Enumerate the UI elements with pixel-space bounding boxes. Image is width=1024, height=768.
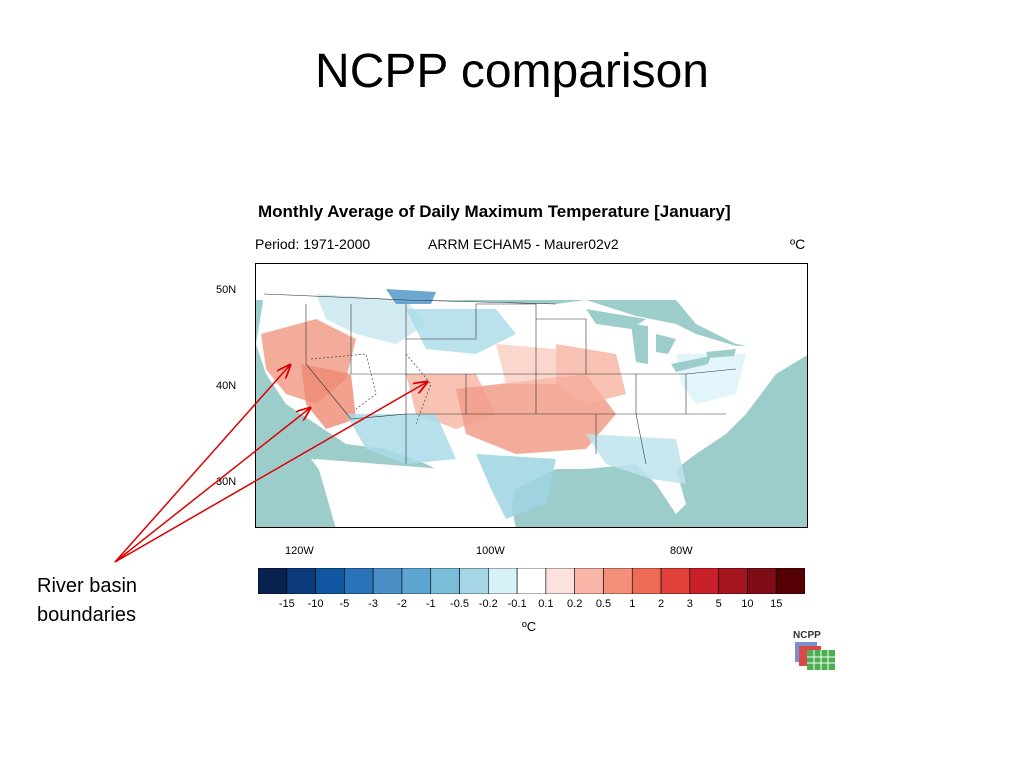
colorbar-swatch	[718, 568, 748, 594]
map-panel	[255, 263, 808, 528]
lon-label-80w: 80W	[670, 545, 693, 557]
logo-grid-icon	[795, 642, 835, 670]
colorbar-swatch	[545, 568, 575, 594]
colorbar-swatch	[286, 568, 316, 594]
colorbar-swatch	[258, 568, 288, 594]
colorbar-swatch	[372, 568, 403, 594]
colorbar-swatch	[488, 568, 518, 594]
annotation-line-2: boundaries	[37, 604, 136, 626]
annotation-arrow	[114, 365, 290, 563]
logo-text: NCPP	[793, 630, 821, 641]
canada-landmass	[256, 264, 807, 300]
great-lakes	[586, 309, 736, 372]
colorbar-tick-label: 1	[629, 598, 636, 610]
colorbar-swatch	[775, 568, 805, 594]
canada-east-landmass	[676, 284, 807, 354]
map-title: Monthly Average of Daily Maximum Tempera…	[258, 202, 731, 221]
lat-label-50n: 50N	[216, 284, 237, 296]
colorbar-swatch	[631, 568, 662, 594]
colorbar-swatch	[516, 568, 547, 594]
colorbar-tick-label: -1	[425, 598, 436, 610]
colorbar-swatch	[747, 568, 777, 594]
slide-title: NCPP comparison	[315, 45, 709, 98]
lat-label-40n: 40N	[216, 380, 237, 392]
lon-label-100w: 100W	[476, 545, 505, 557]
colorbar-swatch	[660, 568, 691, 594]
colorbar-swatch	[689, 568, 719, 594]
colorbar-tick-label: 0.2	[567, 598, 583, 610]
colorbar-tick-label: 15	[770, 598, 783, 610]
colorbar-tick-label: -5	[339, 598, 350, 610]
colorbar-tick-label: -2	[397, 598, 407, 610]
map-unit-label: ºC	[790, 236, 806, 252]
colorbar-tick-label: 0.1	[538, 598, 554, 610]
colorbar-unit: ºC	[522, 619, 537, 634]
colorbar-tick-label: -0.2	[478, 598, 498, 610]
lon-label-120w: 120W	[285, 545, 314, 557]
colorbar-tick-label: 5	[715, 598, 722, 610]
annotation-text: River basin boundaries	[37, 572, 137, 630]
colorbar-swatch	[344, 568, 374, 594]
colorbar-tick-label: -0.1	[507, 598, 527, 610]
colorbar-swatch	[401, 568, 432, 594]
colorbar-swatch	[459, 568, 489, 594]
map-model: ARRM ECHAM5 - Maurer02v2	[428, 236, 619, 252]
cool-anomaly-regions	[316, 289, 746, 519]
colorbar	[258, 568, 805, 594]
river-basin-boundaries	[310, 353, 432, 425]
annotation-arrow	[114, 382, 427, 563]
colorbar-tick-label: 2	[657, 598, 665, 610]
colorbar-swatch	[603, 568, 633, 594]
temperature-map	[256, 264, 807, 527]
colorbar-tick-label: -0.5	[450, 598, 469, 610]
annotation-line-1: River basin	[37, 575, 138, 597]
baja-peninsula	[311, 459, 396, 526]
colorbar-tick-label: -15	[278, 598, 295, 610]
colorbar-swatch	[315, 568, 345, 594]
colorbar-tick-label: 0.5	[595, 598, 612, 610]
map-period: Period: 1971-2000	[255, 236, 371, 252]
colorbar-tick-label: -3	[368, 598, 379, 610]
state-boundaries	[263, 293, 737, 465]
colorbar-tick-label: 3	[686, 598, 693, 610]
colorbar-swatch	[574, 568, 604, 594]
ncpp-logo: NCPP	[793, 630, 837, 672]
colorbar-swatch	[430, 568, 460, 594]
colorbar-tick-label: -10	[307, 598, 324, 610]
colorbar-tick-label: 10	[741, 598, 754, 610]
annotation-arrow	[114, 408, 310, 563]
